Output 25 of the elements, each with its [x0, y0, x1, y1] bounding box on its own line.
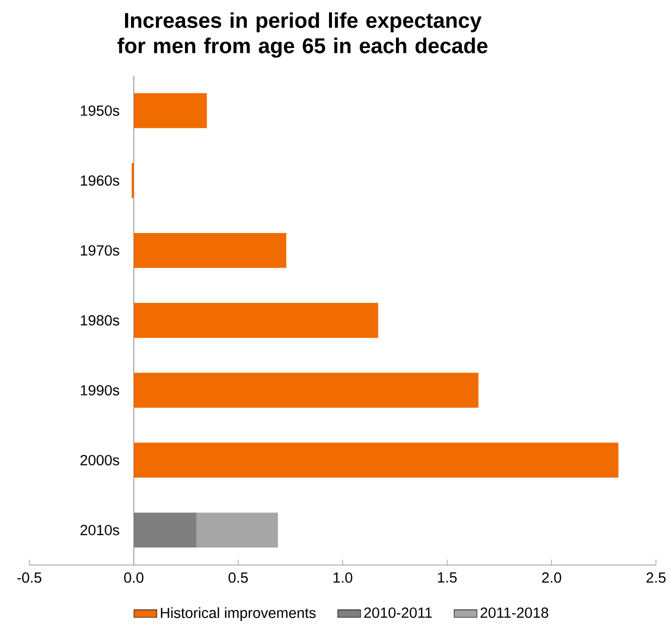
bar — [134, 302, 378, 338]
bar — [134, 442, 618, 478]
x-tick-label: 0.0 — [124, 572, 144, 583]
x-tick-label: 2.5 — [646, 572, 666, 583]
x-tick-label: 2.0 — [542, 572, 562, 583]
bar — [134, 93, 207, 128]
x-tick-label: 1.0 — [334, 572, 352, 583]
legend-label: 2011-2018 — [480, 608, 548, 618]
x-tick-label: 0.5 — [228, 572, 248, 583]
x-tick-label: -0.5 — [17, 572, 42, 583]
y-tick-label: 2010s — [80, 524, 120, 536]
legend-label: Historical improvements — [160, 607, 316, 621]
legend-label: 2010-2011 — [364, 608, 432, 618]
bar — [134, 232, 286, 268]
bar — [196, 512, 278, 548]
y-tick-label: 1990s — [80, 385, 120, 396]
y-tick-label: 1950s — [80, 105, 120, 116]
y-tick-label: 1970s — [80, 245, 120, 256]
bar — [134, 512, 196, 548]
y-tick-label: 1960s — [80, 175, 120, 186]
bar — [134, 372, 478, 408]
x-tick-label: 1.5 — [438, 572, 457, 583]
y-tick-label: 1980s — [80, 315, 120, 326]
chart-title: Increases in period life expectancy for men from age 65 in each decade — [117, 12, 488, 58]
y-tick-label: 2000s — [80, 454, 120, 466]
